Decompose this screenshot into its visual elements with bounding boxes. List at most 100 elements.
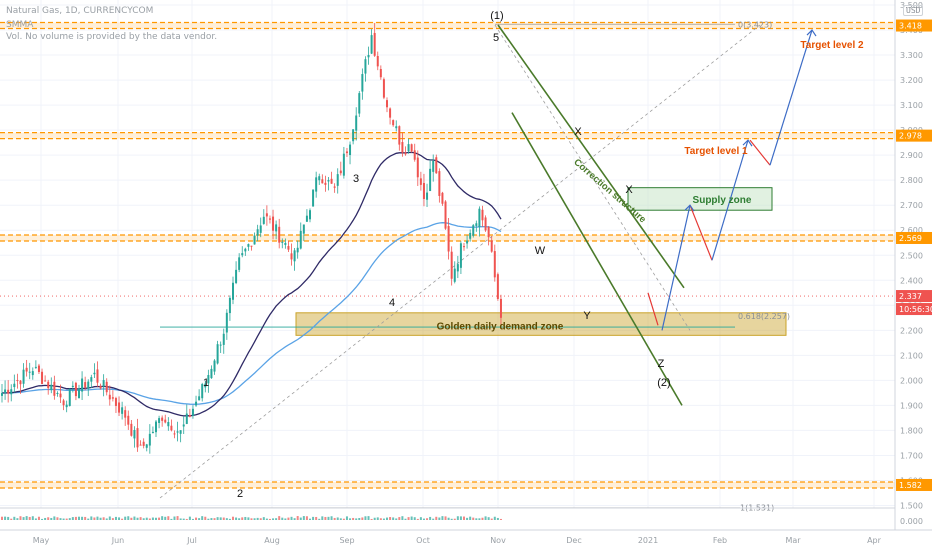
candle xyxy=(219,341,222,354)
candle-body xyxy=(305,215,308,222)
volume-bar xyxy=(419,517,422,520)
volume-bar xyxy=(182,518,185,520)
candle-body xyxy=(416,157,419,178)
volume-bar xyxy=(469,516,472,520)
volume-bar xyxy=(447,517,450,520)
candle xyxy=(222,328,225,354)
candle xyxy=(469,229,472,242)
candle xyxy=(84,376,87,391)
volume-bar xyxy=(179,518,182,520)
volume-bar xyxy=(413,517,416,520)
candle-body xyxy=(327,180,330,182)
candle xyxy=(349,141,352,165)
candle-body xyxy=(499,298,502,318)
volume-bar xyxy=(333,517,336,520)
currency-badge[interactable]: USD xyxy=(903,5,924,16)
candle xyxy=(401,132,404,157)
current-price-tag-bg xyxy=(896,290,932,303)
candle-body xyxy=(278,226,281,243)
volume-bar xyxy=(136,517,139,520)
demand-zone xyxy=(295,312,787,336)
time-axis[interactable]: May Jun Jul Aug Sep Oct Nov Dec 2021 Feb Mar Apr xyxy=(0,529,932,545)
candle-body xyxy=(419,178,422,185)
candle-body xyxy=(44,380,47,382)
volume-bar xyxy=(352,517,355,520)
candle xyxy=(53,375,56,400)
volume-bar xyxy=(37,516,40,520)
candle-body xyxy=(275,224,278,232)
level-band xyxy=(0,22,895,29)
volume-bar xyxy=(185,518,188,520)
candle xyxy=(13,374,16,393)
candle-body xyxy=(210,368,213,379)
candle-body xyxy=(466,240,469,244)
candle-body xyxy=(81,378,84,392)
price-axis[interactable]: 3.5003.4003.3003.2003.1003.0002.9002.800… xyxy=(894,0,932,550)
volume-bar xyxy=(114,516,117,520)
candle xyxy=(487,226,490,246)
volume-bar xyxy=(395,518,398,520)
candle-body xyxy=(235,269,238,284)
candle-body xyxy=(432,160,435,172)
candle-body xyxy=(450,251,453,279)
candle xyxy=(352,129,355,145)
x-tick-label: Aug xyxy=(264,536,280,545)
candle-body xyxy=(265,213,268,217)
y-tick-label: 2.400 xyxy=(900,276,923,285)
volume-bar xyxy=(299,517,302,520)
candle-body xyxy=(74,382,77,397)
volume-bar xyxy=(330,516,333,520)
candle xyxy=(299,222,302,250)
fib-layer: 0(3.423)0.618(2.257)1(1.531) xyxy=(159,20,790,513)
volume-bar xyxy=(68,518,71,520)
candle-body xyxy=(121,407,124,414)
symbol-title[interactable]: Natural Gas, 1D, CURRENCYCOM xyxy=(6,6,154,16)
candle xyxy=(142,438,145,449)
volume-bar xyxy=(25,516,28,520)
wave-label: 4 xyxy=(389,297,395,309)
candle xyxy=(296,240,299,259)
candle-body xyxy=(53,381,56,396)
candle xyxy=(127,410,130,430)
level-price-tag-bg xyxy=(896,129,932,142)
candle xyxy=(386,97,388,113)
volume-bar xyxy=(478,518,481,520)
level-band xyxy=(0,234,895,241)
indicator-name[interactable]: SMMA xyxy=(6,20,34,30)
candle-body xyxy=(349,144,352,155)
candle-body xyxy=(185,413,188,424)
wave-label: Y xyxy=(583,310,591,322)
volume-bar xyxy=(219,517,222,520)
candle xyxy=(447,217,450,260)
volume-bar xyxy=(241,517,244,520)
candle xyxy=(327,177,330,191)
candle-body xyxy=(318,176,321,181)
candle-body xyxy=(456,264,459,272)
volume-bar xyxy=(336,517,339,520)
y-tick-label: 1.700 xyxy=(900,451,923,460)
candle xyxy=(398,125,401,151)
candle-body xyxy=(13,383,16,388)
volume-bar xyxy=(287,517,290,520)
candle xyxy=(293,247,296,271)
x-tick-label: May xyxy=(33,536,50,545)
candle-body xyxy=(142,441,145,446)
candle xyxy=(268,215,271,224)
volume-bar xyxy=(130,517,133,520)
volume-bar xyxy=(47,517,50,520)
y-tick-label: 1.900 xyxy=(900,401,923,410)
candle xyxy=(472,223,475,238)
candle-body xyxy=(111,397,114,399)
candle xyxy=(130,419,133,437)
candle-body xyxy=(1,393,3,396)
candle-body xyxy=(299,230,302,249)
candle-body xyxy=(490,240,493,252)
candle-body xyxy=(367,55,370,58)
volume-bar xyxy=(456,516,459,520)
volume-bar xyxy=(148,518,151,520)
candle xyxy=(56,391,59,397)
volume-bar xyxy=(463,516,465,520)
volume-bar xyxy=(99,517,102,520)
volume-bar xyxy=(309,518,311,520)
